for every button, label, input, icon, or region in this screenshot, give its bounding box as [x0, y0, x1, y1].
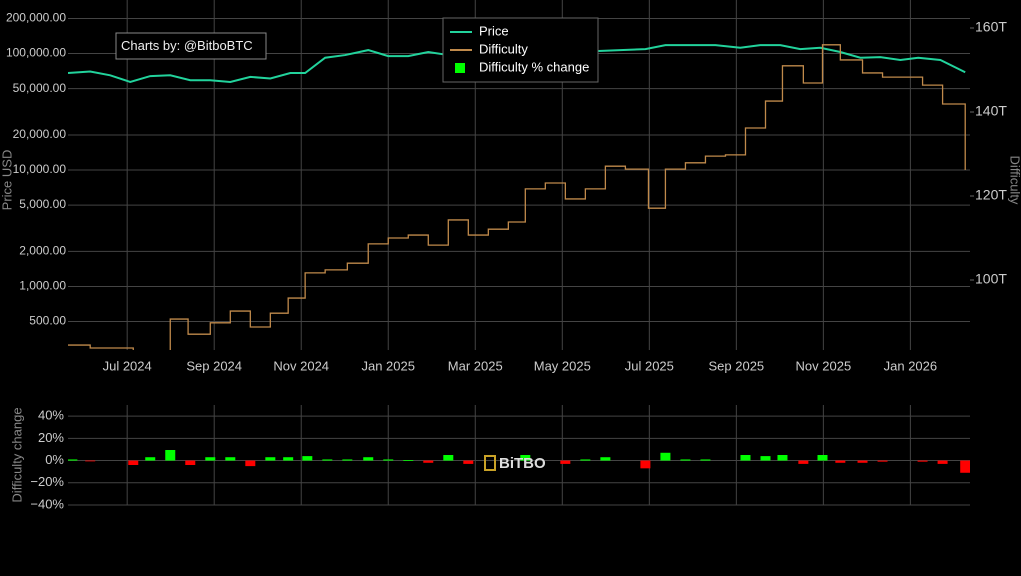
- x-tick-label: Sep 2024: [186, 358, 242, 373]
- y-tick-label: 50,000.00: [13, 81, 67, 95]
- logo-icon: [484, 455, 496, 471]
- bar: [560, 460, 571, 464]
- bar: [145, 457, 156, 461]
- y-tick-label: 200,000.00: [6, 11, 66, 25]
- y-tick-label: 0%: [45, 452, 64, 467]
- x-tick-label: Mar 2025: [448, 358, 503, 373]
- bar: [798, 460, 809, 464]
- x-tick-label: Sep 2025: [709, 358, 765, 373]
- y2-tick-label: 160T: [975, 19, 1007, 35]
- bar: [302, 456, 313, 461]
- bar: [857, 460, 868, 463]
- bar: [463, 460, 474, 464]
- annotation-box: [115, 32, 267, 60]
- bar: [322, 459, 333, 461]
- bar: [363, 457, 374, 461]
- legend-label: Difficulty: [479, 41, 528, 56]
- x-tick-label: Jan 2026: [884, 358, 938, 373]
- logo: BiTBO: [499, 455, 546, 472]
- y-tick-label: −20%: [30, 474, 64, 489]
- bar: [600, 457, 611, 461]
- legend-label: Difficulty % change: [479, 59, 589, 74]
- y2-tick-label: 100T: [975, 271, 1007, 287]
- y-tick-label: 500.00: [29, 314, 66, 328]
- bar: [835, 460, 846, 463]
- y-tick-label: 10,000.00: [13, 162, 67, 176]
- bar: [660, 452, 671, 461]
- x-tick-label: Jul 2024: [103, 358, 152, 373]
- y-tick-label: 2,000.00: [19, 244, 66, 258]
- y-tick-label: −40%: [30, 496, 64, 511]
- y-tick-label: 1,000.00: [19, 279, 66, 293]
- bar: [443, 455, 454, 461]
- bar: [520, 455, 531, 461]
- bar: [165, 450, 176, 461]
- bar: [283, 457, 294, 461]
- bar: [777, 455, 788, 461]
- legend: Price Difficulty Difficulty % change: [442, 17, 599, 83]
- y2-tick-label: 140T: [975, 103, 1007, 119]
- bar: [185, 460, 196, 465]
- bar: [245, 460, 256, 467]
- bar: [225, 457, 236, 461]
- bar: [877, 460, 888, 462]
- legend-swatch: [455, 63, 465, 73]
- bar: [917, 460, 928, 462]
- bar: [960, 460, 970, 473]
- bar: [403, 460, 414, 461]
- y-tick-label: 40%: [38, 408, 64, 423]
- y-axis-title: Difficulty change: [9, 407, 24, 502]
- bar: [423, 460, 434, 463]
- x-tick-label: Jul 2025: [625, 358, 674, 373]
- bar: [937, 460, 948, 464]
- y-tick-label: 20%: [38, 430, 64, 445]
- bar: [817, 455, 828, 461]
- legend-label: Price: [479, 23, 509, 38]
- x-tick-label: Nov 2024: [273, 358, 329, 373]
- bar: [700, 459, 711, 461]
- bar: [680, 459, 691, 461]
- bar: [640, 460, 651, 469]
- y-tick-label: 20,000.00: [13, 127, 67, 141]
- annotation: Charts by: @BitboBTC: [121, 38, 253, 53]
- bar: [68, 459, 78, 461]
- bar: [342, 459, 353, 461]
- bar: [85, 460, 96, 462]
- bar: [205, 457, 216, 461]
- y2-axis-title: Difficulty: [1008, 156, 1021, 205]
- x-tick-label: Nov 2025: [796, 358, 852, 373]
- x-tick-label: Jan 2025: [361, 358, 415, 373]
- bar: [128, 460, 139, 465]
- bar: [740, 455, 751, 461]
- series-line: [68, 44, 966, 350]
- legend-box: [442, 17, 599, 83]
- bar: [383, 459, 394, 461]
- bar: [760, 456, 771, 461]
- bar: [265, 457, 276, 461]
- y-tick-label: 5,000.00: [19, 197, 66, 211]
- y-tick-label: 100,000.00: [6, 46, 66, 60]
- y2-tick-label: 120T: [975, 187, 1007, 203]
- bar: [580, 459, 591, 461]
- x-tick-label: May 2025: [534, 358, 591, 373]
- y-axis-title: Price USD: [0, 150, 14, 211]
